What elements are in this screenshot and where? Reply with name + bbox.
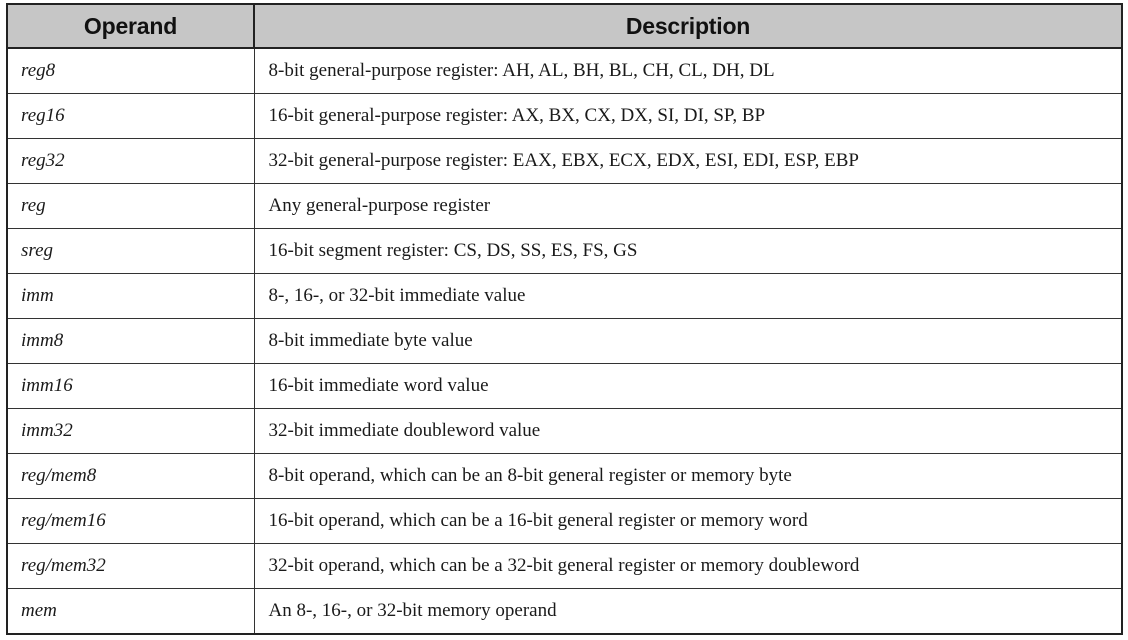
operand-cell: imm16 <box>6 363 255 409</box>
description-cell: 16-bit immediate word value <box>253 363 1123 409</box>
table-row: reg/mem8 8-bit operand, which can be an … <box>6 453 1123 499</box>
header-description: Description <box>253 3 1123 49</box>
operand-table-container: Operand Description reg8 8-bit general-p… <box>6 3 1123 635</box>
description-cell: 16-bit operand, which can be a 16-bit ge… <box>253 498 1123 544</box>
table-row: reg8 8-bit general-purpose register: AH,… <box>6 47 1123 94</box>
description-cell: 32-bit general-purpose register: EAX, EB… <box>253 138 1123 184</box>
table-row: imm8 8-bit immediate byte value <box>6 318 1123 364</box>
operand-cell: imm32 <box>6 408 255 454</box>
table-row: mem An 8-, 16-, or 32-bit memory operand <box>6 588 1123 635</box>
header-row: Operand Description <box>6 3 1123 49</box>
description-cell: Any general-purpose register <box>253 183 1123 229</box>
description-cell: 8-, 16-, or 32-bit immediate value <box>253 273 1123 319</box>
table-header: Operand Description <box>6 3 1123 49</box>
operand-cell: reg16 <box>6 93 255 139</box>
operand-cell: imm <box>6 273 255 319</box>
operand-cell: imm8 <box>6 318 255 364</box>
description-cell: 8-bit operand, which can be an 8-bit gen… <box>253 453 1123 499</box>
table-row: reg Any general-purpose register <box>6 183 1123 229</box>
table-body: reg8 8-bit general-purpose register: AH,… <box>6 47 1123 635</box>
table-row: reg16 16-bit general-purpose register: A… <box>6 93 1123 139</box>
table-row: reg32 32-bit general-purpose register: E… <box>6 138 1123 184</box>
table-row: reg/mem16 16-bit operand, which can be a… <box>6 498 1123 544</box>
description-cell: 32-bit immediate doubleword value <box>253 408 1123 454</box>
table-row: imm16 16-bit immediate word value <box>6 363 1123 409</box>
description-cell: 8-bit general-purpose register: AH, AL, … <box>253 47 1123 94</box>
operand-cell: mem <box>6 588 255 635</box>
operand-cell: reg8 <box>6 47 255 94</box>
description-cell: 16-bit segment register: CS, DS, SS, ES,… <box>253 228 1123 274</box>
table-row: reg/mem32 32-bit operand, which can be a… <box>6 543 1123 589</box>
operand-cell: reg32 <box>6 138 255 184</box>
table-row: sreg 16-bit segment register: CS, DS, SS… <box>6 228 1123 274</box>
operand-cell: reg <box>6 183 255 229</box>
operand-cell: reg/mem32 <box>6 543 255 589</box>
operand-cell: reg/mem8 <box>6 453 255 499</box>
description-cell: 16-bit general-purpose register: AX, BX,… <box>253 93 1123 139</box>
operand-table: Operand Description reg8 8-bit general-p… <box>6 3 1123 635</box>
table-row: imm32 32-bit immediate doubleword value <box>6 408 1123 454</box>
table-row: imm 8-, 16-, or 32-bit immediate value <box>6 273 1123 319</box>
operand-cell: reg/mem16 <box>6 498 255 544</box>
description-cell: 32-bit operand, which can be a 32-bit ge… <box>253 543 1123 589</box>
operand-cell: sreg <box>6 228 255 274</box>
description-cell: 8-bit immediate byte value <box>253 318 1123 364</box>
description-cell: An 8-, 16-, or 32-bit memory operand <box>253 588 1123 635</box>
header-operand: Operand <box>6 3 255 49</box>
